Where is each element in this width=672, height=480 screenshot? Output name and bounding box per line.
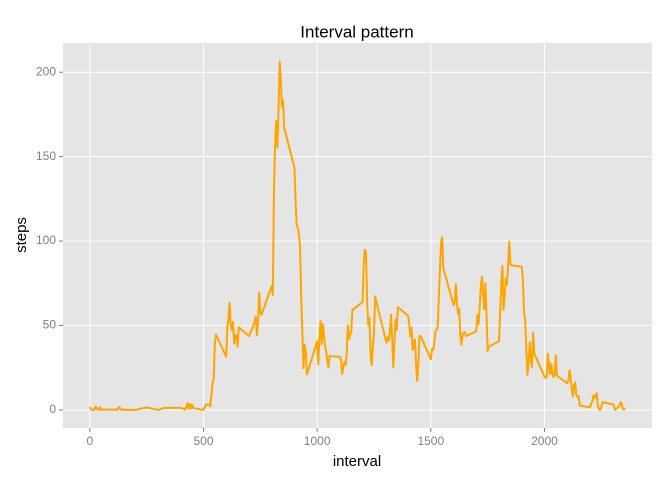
x-tick-label: 500	[193, 434, 213, 448]
x-tick-label: 1000	[304, 434, 331, 448]
x-tick-label: 0	[86, 434, 93, 448]
x-tick-label: 2000	[531, 434, 558, 448]
data-line	[88, 60, 626, 411]
y-axis-label: steps	[13, 217, 30, 253]
chart-title: Interval pattern	[300, 22, 413, 41]
y-tick-label: 100	[36, 233, 56, 247]
y-tick-label: 0	[49, 402, 56, 416]
panel	[63, 43, 652, 428]
x-tick-label: 1500	[417, 434, 444, 448]
y-tick-label: 200	[36, 64, 56, 78]
x-axis-label: interval	[333, 453, 381, 470]
y-tick-label: 50	[43, 318, 57, 332]
y-tick-label: 150	[36, 149, 56, 163]
